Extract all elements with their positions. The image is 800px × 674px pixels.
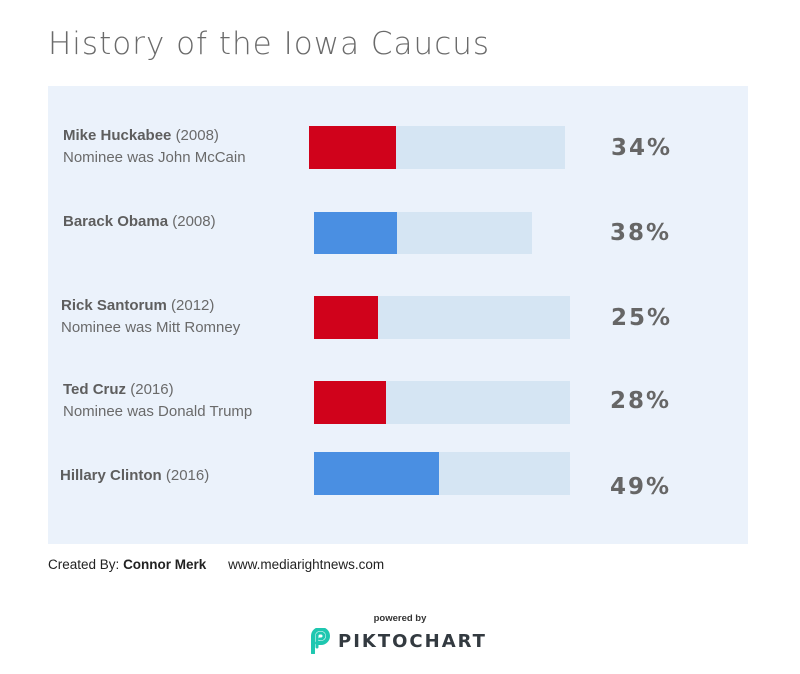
candidate-year: (2008) xyxy=(175,127,219,144)
percent-label: 34% xyxy=(611,135,673,161)
row-label: Rick Santorum (2012) Nominee was Mitt Ro… xyxy=(61,295,240,339)
percent-label: 49% xyxy=(610,474,672,500)
candidate-name: Barack Obama xyxy=(63,213,169,230)
candidate-name: Mike Huckabee xyxy=(63,127,172,144)
piktochart-logo[interactable]: PIKTOCHART xyxy=(310,627,487,655)
chart-panel: Mike Huckabee (2008) Nominee was John Mc… xyxy=(48,86,748,544)
bar-track xyxy=(309,126,565,169)
bar-fill xyxy=(314,296,378,339)
percent-label: 25% xyxy=(611,305,673,331)
candidate-year: (2008) xyxy=(172,213,216,230)
bar-fill xyxy=(309,126,397,169)
credit-author: Connor Merk xyxy=(123,557,207,572)
candidate-name: Rick Santorum xyxy=(61,297,167,314)
row-label: Ted Cruz (2016) Nominee was Donald Trump xyxy=(63,379,252,423)
chart-title: History of the Iowa Caucus xyxy=(48,26,491,62)
piktochart-wordmark: PIKTOCHART xyxy=(338,630,487,652)
candidate-name: Hillary Clinton xyxy=(60,467,162,484)
percent-label: 28% xyxy=(610,388,672,414)
percent-label: 38% xyxy=(610,220,672,246)
piktochart-icon xyxy=(311,628,330,654)
nominee-note: Nominee was John McCain xyxy=(63,149,246,166)
credit-site-link[interactable]: www.mediarightnews.com xyxy=(228,557,385,572)
bar-fill xyxy=(314,381,386,424)
bar-fill xyxy=(314,452,440,495)
candidate-name: Ted Cruz xyxy=(63,381,127,398)
bar-track xyxy=(314,212,532,254)
nominee-note: Nominee was Donald Trump xyxy=(63,403,253,420)
bar-fill xyxy=(314,212,397,254)
row-label: Mike Huckabee (2008) Nominee was John Mc… xyxy=(63,125,246,169)
bar-track xyxy=(314,452,570,495)
row-label: Hillary Clinton (2016) xyxy=(60,465,209,487)
row-label: Barack Obama (2008) xyxy=(63,211,216,233)
bar-track xyxy=(314,381,570,424)
candidate-year: (2016) xyxy=(130,381,174,398)
bar-track xyxy=(314,296,570,339)
candidate-year: (2016) xyxy=(165,467,210,484)
candidate-year: (2012) xyxy=(171,297,215,314)
powered-by-label: powered by xyxy=(373,613,427,624)
credit-line: Created By: Connor Merk www.mediarightne… xyxy=(48,557,384,572)
nominee-note: Nominee was Mitt Romney xyxy=(61,319,241,336)
credit-prefix: Created By: xyxy=(48,557,120,572)
